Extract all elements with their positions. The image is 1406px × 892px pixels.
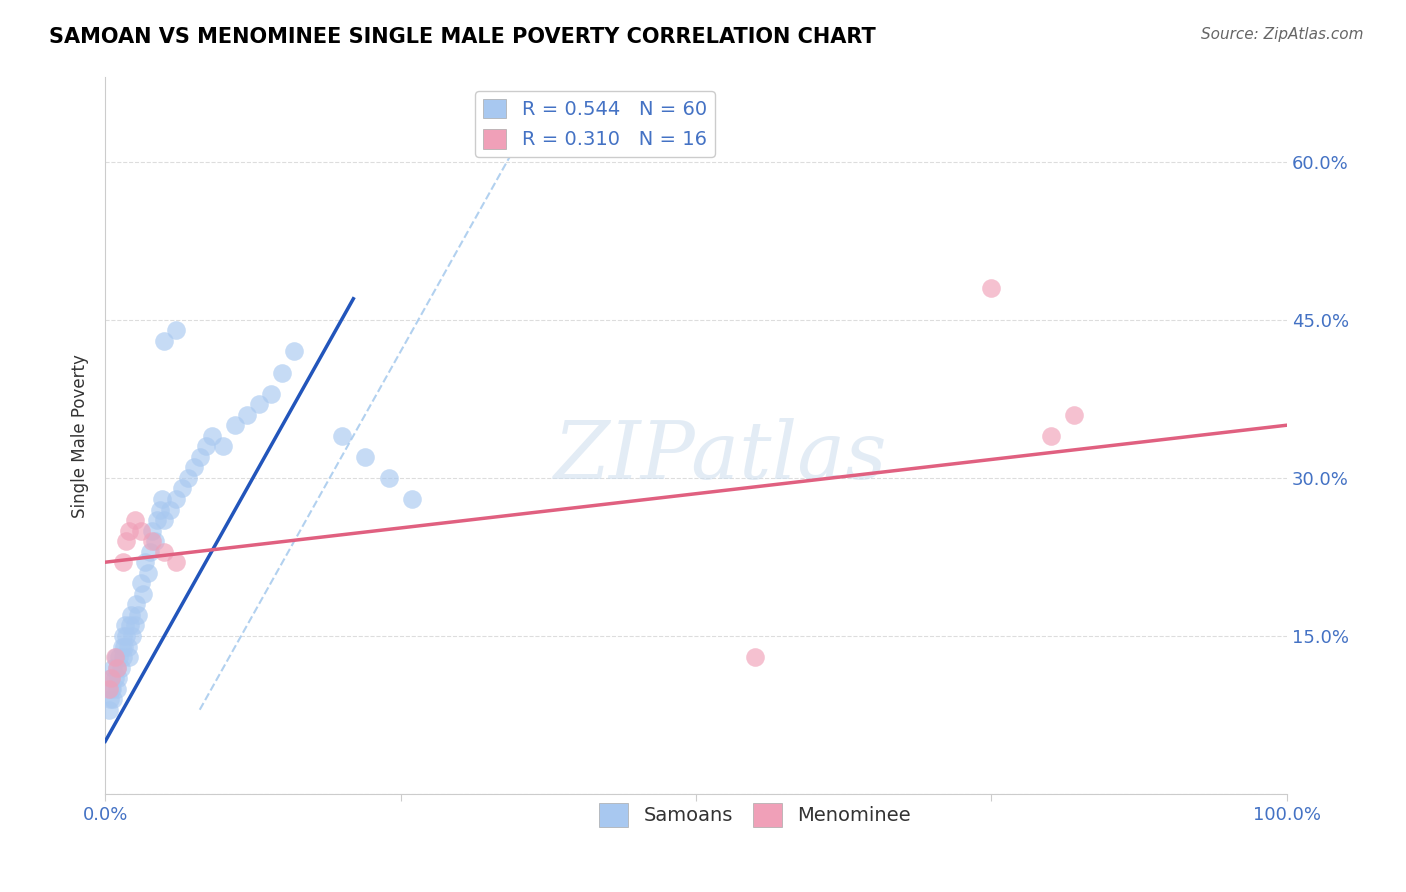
Point: [105, 681, 128, 696]
Point: [115, 534, 138, 549]
Point: [224, 418, 246, 433]
Point: [103, 660, 125, 674]
Point: [139, 544, 162, 558]
Point: [283, 344, 305, 359]
Point: [104, 650, 127, 665]
Point: [148, 502, 170, 516]
Point: [100, 671, 122, 685]
Point: [200, 428, 222, 442]
Point: [118, 524, 141, 538]
Point: [129, 576, 152, 591]
Text: ZIPatlas: ZIPatlas: [553, 418, 886, 496]
Point: [97, 703, 120, 717]
Text: SAMOAN VS MENOMINEE SINGLE MALE POVERTY CORRELATION CHART: SAMOAN VS MENOMINEE SINGLE MALE POVERTY …: [49, 27, 876, 46]
Point: [98, 692, 121, 706]
Point: [105, 660, 128, 674]
Point: [980, 281, 1002, 295]
Point: [118, 650, 141, 665]
Point: [143, 534, 166, 549]
Point: [354, 450, 377, 464]
Point: [153, 513, 176, 527]
Point: [125, 598, 148, 612]
Point: [271, 366, 294, 380]
Point: [330, 428, 353, 442]
Point: [165, 323, 187, 337]
Point: [103, 692, 125, 706]
Text: Source: ZipAtlas.com: Source: ZipAtlas.com: [1201, 27, 1364, 42]
Point: [110, 660, 132, 674]
Point: [118, 618, 141, 632]
Point: [100, 681, 122, 696]
Point: [101, 681, 124, 696]
Point: [120, 607, 142, 622]
Point: [247, 397, 270, 411]
Point: [146, 513, 169, 527]
Point: [111, 650, 134, 665]
Point: [97, 681, 120, 696]
Point: [165, 491, 187, 506]
Point: [114, 618, 136, 632]
Point: [104, 650, 127, 665]
Point: [121, 629, 143, 643]
Point: [127, 607, 149, 622]
Point: [117, 640, 139, 654]
Point: [212, 439, 235, 453]
Point: [105, 660, 128, 674]
Point: [153, 544, 176, 558]
Point: [150, 491, 173, 506]
Point: [136, 566, 159, 580]
Point: [111, 640, 134, 654]
Point: [236, 408, 259, 422]
Point: [111, 629, 134, 643]
Point: [108, 650, 131, 665]
Point: [107, 671, 129, 685]
Point: [378, 471, 401, 485]
Point: [129, 524, 152, 538]
Point: [124, 513, 146, 527]
Point: [115, 629, 138, 643]
Legend: Samoans, Menominee: Samoans, Menominee: [592, 795, 920, 835]
Point: [744, 650, 766, 665]
Point: [141, 534, 163, 549]
Point: [177, 471, 200, 485]
Point: [112, 640, 135, 654]
Point: [159, 502, 181, 516]
Point: [401, 491, 423, 506]
Point: [165, 555, 187, 569]
Point: [134, 555, 156, 569]
Point: [104, 671, 127, 685]
Point: [111, 555, 134, 569]
Point: [141, 524, 163, 538]
Point: [124, 618, 146, 632]
Point: [1063, 408, 1085, 422]
Point: [132, 587, 155, 601]
Point: [188, 450, 211, 464]
Point: [153, 334, 176, 348]
Point: [100, 671, 122, 685]
Point: [194, 439, 217, 453]
Point: [183, 460, 205, 475]
Y-axis label: Single Male Poverty: Single Male Poverty: [72, 354, 89, 517]
Point: [170, 482, 193, 496]
Point: [259, 386, 281, 401]
Point: [1039, 428, 1062, 442]
